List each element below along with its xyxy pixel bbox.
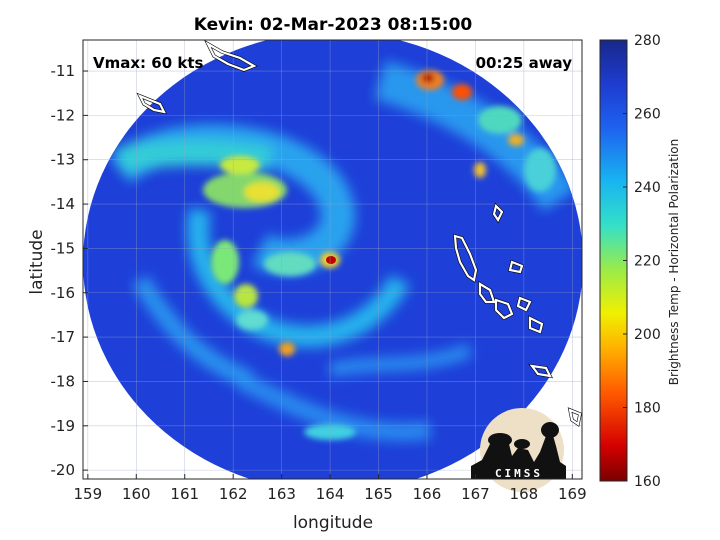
- plot-area: Vmax: 60 kts 00:25 away CIMSS 159 160 161 1…: [51, 39, 587, 503]
- y-tick-label: -12: [51, 106, 76, 124]
- colorbar-tick-label: 160: [634, 474, 661, 490]
- time-away-annotation: 00:25 away: [476, 54, 573, 72]
- x-tick-label: 165: [364, 485, 393, 503]
- colorbar-tick-label: 200: [634, 327, 661, 343]
- colorbar-label: Brightness Temp - Horizontal Polarizatio…: [667, 139, 681, 386]
- x-tick-label: 160: [122, 485, 151, 503]
- y-axis: -11 -12 -13 -14 -15 -16 -17 -18 -19 -20: [51, 62, 88, 479]
- y-tick-label: -20: [51, 461, 76, 479]
- colorbar-tick-label: 180: [634, 401, 661, 417]
- x-tick-label: 166: [413, 485, 442, 503]
- x-tick-label: 162: [219, 485, 248, 503]
- y-tick-label: -17: [51, 328, 76, 346]
- colorbar-tick-label: 240: [634, 180, 661, 196]
- x-tick-label: 169: [558, 485, 587, 503]
- colorbar: 280 260 240 220 200 180 160 Brightness Temp - …: [599, 33, 681, 490]
- vmax-annotation: Vmax: 60 kts: [93, 54, 203, 72]
- y-tick-label: -19: [51, 417, 76, 435]
- logo-silhouette: [471, 422, 566, 479]
- colorbar-tick-label: 220: [634, 254, 661, 270]
- colorbar-tick-label: 260: [634, 107, 661, 123]
- y-tick-label: -14: [51, 195, 76, 213]
- cimss-logo: CIMSS: [471, 408, 566, 492]
- y-tick-label: -15: [51, 239, 76, 257]
- convective-core: [326, 256, 336, 264]
- colorbar-tick-label: 280: [634, 33, 661, 49]
- x-tick-label: 167: [461, 485, 490, 503]
- grid: [83, 40, 582, 479]
- logo-text: CIMSS: [495, 467, 543, 480]
- colorbar-ticks: 280 260 240 220 200 180 160: [623, 33, 661, 490]
- y-tick-label: -18: [51, 372, 76, 390]
- x-axis-label: longitude: [293, 513, 373, 533]
- x-tick-label: 168: [510, 485, 539, 503]
- x-tick-label: 159: [74, 485, 103, 503]
- y-tick-label: -16: [51, 284, 76, 302]
- x-tick-label: 161: [170, 485, 199, 503]
- colorbar-gradient: [599, 39, 628, 482]
- coastlines: [136, 40, 582, 427]
- x-tick-label: 164: [316, 485, 345, 503]
- y-axis-label: latitude: [27, 229, 47, 294]
- y-tick-label: -13: [51, 151, 76, 169]
- brightness-temp-swath: [83, 40, 582, 479]
- chart-title: Kevin: 02-Mar-2023 08:15:00: [194, 15, 473, 35]
- y-tick-label: -11: [51, 62, 76, 80]
- x-axis: 159 160 161 162 163 164 165 166 167 168 169: [74, 474, 587, 503]
- x-tick-label: 163: [267, 485, 296, 503]
